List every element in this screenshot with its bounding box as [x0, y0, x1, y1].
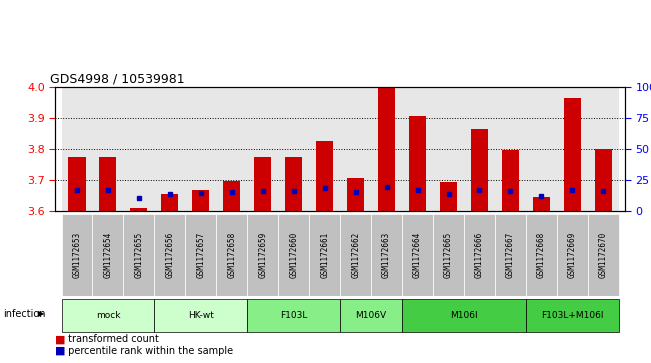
Bar [340, 214, 371, 296]
Text: GSM1172667: GSM1172667 [506, 232, 515, 278]
Text: percentile rank within the sample: percentile rank within the sample [65, 346, 233, 356]
Bar [186, 214, 216, 296]
Text: infection: infection [3, 309, 46, 319]
Text: GSM1172658: GSM1172658 [227, 232, 236, 278]
Bar [192, 189, 210, 211]
Bar [471, 129, 488, 211]
Text: transformed count: transformed count [65, 334, 159, 344]
Bar [402, 214, 433, 296]
Bar [440, 182, 457, 211]
Text: ■: ■ [55, 346, 66, 356]
Bar [464, 87, 495, 211]
Bar [433, 214, 464, 296]
Text: mock: mock [96, 311, 120, 320]
Text: GSM1172654: GSM1172654 [104, 232, 113, 278]
Bar [62, 299, 154, 332]
Bar [595, 150, 612, 211]
Text: GSM1172665: GSM1172665 [444, 232, 453, 278]
Bar [161, 193, 178, 211]
Bar [62, 87, 92, 211]
Bar [130, 208, 147, 211]
Text: GSM1172663: GSM1172663 [382, 232, 391, 278]
Text: GSM1172661: GSM1172661 [320, 232, 329, 278]
Bar [433, 87, 464, 211]
Text: HK-wt: HK-wt [188, 311, 214, 320]
Bar [564, 98, 581, 211]
Bar [495, 214, 526, 296]
Bar [557, 214, 588, 296]
Bar [526, 214, 557, 296]
Bar [316, 141, 333, 211]
Bar [216, 87, 247, 211]
Bar [526, 87, 557, 211]
Bar [247, 214, 278, 296]
Text: GSM1172668: GSM1172668 [537, 232, 546, 278]
Text: GSM1172656: GSM1172656 [165, 232, 174, 278]
Bar [154, 299, 247, 332]
Bar [100, 156, 117, 211]
Bar [154, 87, 186, 211]
Bar [62, 214, 92, 296]
Bar [340, 87, 371, 211]
Bar [402, 87, 433, 211]
Bar [124, 214, 154, 296]
Text: GSM1172670: GSM1172670 [599, 232, 608, 278]
Bar [124, 87, 154, 211]
Text: ▶: ▶ [38, 310, 44, 318]
Bar [371, 214, 402, 296]
Bar [255, 156, 271, 211]
Bar [409, 117, 426, 211]
Bar [278, 214, 309, 296]
Text: GSM1172655: GSM1172655 [134, 232, 143, 278]
Bar [526, 299, 618, 332]
Bar [186, 87, 216, 211]
Text: GSM1172669: GSM1172669 [568, 232, 577, 278]
Text: M106V: M106V [355, 311, 387, 320]
Bar [278, 87, 309, 211]
Bar [495, 87, 526, 211]
Bar [309, 214, 340, 296]
Text: GDS4998 / 10539981: GDS4998 / 10539981 [49, 73, 184, 86]
Bar [557, 87, 588, 211]
Bar [347, 178, 364, 211]
Text: GSM1172657: GSM1172657 [197, 232, 205, 278]
Bar [378, 87, 395, 211]
Bar [154, 214, 186, 296]
Text: GSM1172653: GSM1172653 [72, 232, 81, 278]
Bar [285, 156, 302, 211]
Bar [216, 214, 247, 296]
Bar [533, 197, 550, 211]
Text: F103L+M106I: F103L+M106I [541, 311, 603, 320]
Text: GSM1172664: GSM1172664 [413, 232, 422, 278]
Bar [371, 87, 402, 211]
Bar [92, 87, 124, 211]
Bar [309, 87, 340, 211]
Bar [502, 150, 519, 211]
Bar [223, 181, 240, 211]
Bar [247, 87, 278, 211]
Bar [92, 214, 124, 296]
Text: GSM1172666: GSM1172666 [475, 232, 484, 278]
Text: ■: ■ [55, 334, 66, 344]
Text: GSM1172662: GSM1172662 [351, 232, 360, 278]
Bar [464, 214, 495, 296]
Bar [340, 299, 402, 332]
Bar [247, 299, 340, 332]
Bar [68, 156, 85, 211]
Bar [402, 299, 526, 332]
Bar [588, 214, 618, 296]
Bar [588, 87, 618, 211]
Text: M106I: M106I [450, 311, 478, 320]
Text: F103L: F103L [280, 311, 307, 320]
Text: GSM1172659: GSM1172659 [258, 232, 268, 278]
Text: GSM1172660: GSM1172660 [289, 232, 298, 278]
